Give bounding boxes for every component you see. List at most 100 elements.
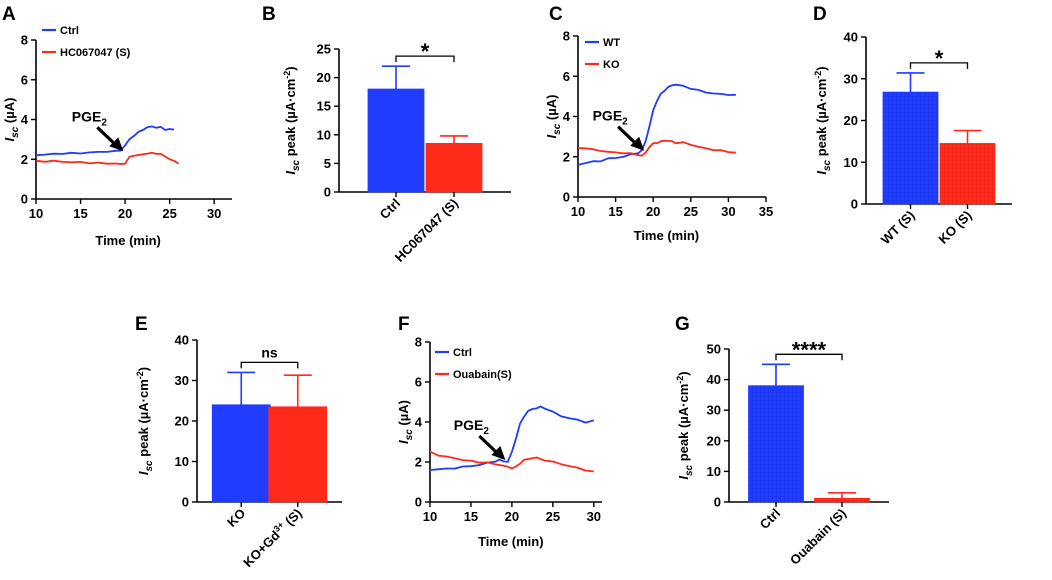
panel-a-y-tick-label: 4 (21, 112, 29, 127)
panel-c-y-tick-label: 2 (563, 149, 570, 164)
panel-b-y-tick-label: 0 (324, 185, 331, 200)
panel-g-y-tick-label: 30 (707, 403, 721, 418)
panel-b-bar-1 (425, 142, 483, 193)
panel-d-letter: D (813, 4, 827, 25)
panel-d-bar-1 (939, 143, 996, 205)
panel-g-y-tick-label: 50 (707, 342, 721, 357)
panel-e-significance-bracket (240, 361, 299, 369)
panel-c-y-tick-label: 0 (563, 190, 570, 205)
panel-f-legend-label: Ouabain(S) (453, 369, 512, 381)
panel-d-y-tick-label: 30 (844, 71, 858, 86)
panel-g-y-tick-label: 20 (707, 433, 721, 448)
panel-d-y-label: Isc peak (µA·cm-2) (813, 66, 833, 174)
panel-a-pge2-arrow-head (109, 137, 124, 152)
panel-b-category-label: Ctrl (377, 196, 403, 222)
panel-g-significance-label: **** (792, 337, 827, 362)
panel-f-x-tick-label: 25 (546, 509, 560, 524)
panel-b-y-tick-label: 10 (317, 127, 331, 142)
panel-e-y-tick-label: 20 (175, 414, 189, 429)
panel-f-series-ctrl (429, 405, 595, 471)
panel-a-series-hc067047-s- (35, 151, 180, 165)
panel-e-bar-0 (211, 404, 271, 503)
panel-b-bar-0 (367, 88, 425, 193)
panel-a-legend-label: Ctrl (60, 25, 79, 37)
panel-f-x-tick-label: 15 (464, 509, 478, 524)
panel-d-significance-bracket (909, 62, 969, 69)
panel-a-x-tick-label: 20 (118, 206, 132, 221)
panel-c-y-tick-label: 4 (563, 109, 571, 124)
panel-f-x-label: Time (min) (478, 534, 544, 549)
panel-c-legend-label: WT (603, 37, 620, 49)
panel-f-y-tick-label: 0 (415, 495, 422, 510)
panel-c-series-wt (577, 83, 736, 166)
panel-d-y-tick-label: 20 (844, 113, 858, 128)
panel-f-series-ouabain-s- (429, 450, 594, 473)
panel-e-letter: E (135, 314, 148, 335)
panel-b-y-tick-label: 25 (317, 42, 331, 57)
panel-e-bar-1 (268, 406, 328, 503)
panel-a-y-tick-label: 8 (21, 33, 28, 48)
panel-f-x-tick-label: 10 (423, 509, 437, 524)
panel-g-y-tick-label: 40 (707, 372, 721, 387)
panel-e-y-tick-label: 10 (175, 454, 189, 469)
panel-c-legend-label: KO (603, 59, 620, 71)
panel-f-x-tick-label: 20 (505, 509, 519, 524)
panel-b-significance-label: * (421, 39, 430, 64)
panel-c-x-tick-label: 15 (608, 204, 622, 219)
panel-f-y-tick-label: 6 (415, 375, 422, 390)
panel-d-significance-label: * (935, 46, 944, 71)
panel-e-significance-label: ns (261, 344, 278, 360)
panel-f-y-tick-label: 4 (415, 415, 423, 430)
panel-b-letter: B (262, 4, 276, 25)
panel-a-x-label: Time (min) (95, 233, 161, 248)
panel-f-y-tick-label: 2 (415, 455, 422, 470)
panel-c-y-tick-label: 8 (563, 29, 570, 44)
panel-f-y-label: Isc (µA) (396, 400, 415, 444)
panel-c-y-tick-label: 6 (563, 69, 570, 84)
panel-d-y-tick-label: 0 (851, 197, 858, 212)
panel-g-category-label: Ctrl (757, 506, 783, 532)
panel-d-y-tick-label: 40 (844, 30, 858, 45)
panel-g-bar-0 (748, 385, 804, 503)
panel-g-bar-1 (814, 497, 870, 503)
panel-a-x-tick-label: 10 (29, 206, 43, 221)
panel-g-y-tick-label: 0 (714, 495, 721, 510)
panel-g-significance-bracket (775, 353, 843, 361)
panel-a-letter: A (2, 4, 16, 25)
panel-a-y-tick-label: 0 (21, 192, 28, 207)
panel-f-legend-label: Ctrl (453, 347, 472, 359)
panel-c-x-tick-label: 20 (646, 204, 660, 219)
panel-a-series-ctrl (35, 125, 175, 157)
panel-d-category-label: KO (S) (935, 208, 974, 247)
panel-g-category-label: Ouabain (S) (787, 506, 849, 568)
panel-f-pge2-arrow-head (491, 446, 506, 460)
panel-e-y-tick-label: 40 (175, 333, 189, 348)
panel-e-category-label: KO (224, 506, 248, 530)
panel-c-letter: C (549, 4, 563, 25)
panel-c-x-label: Time (min) (634, 228, 700, 243)
panel-c-x-tick-label: 10 (571, 204, 585, 219)
panel-a-y-tick-label: 2 (21, 152, 28, 167)
panel-a-x-tick-label: 25 (162, 206, 176, 221)
panel-b-y-label: Isc peak (µA·cm-2) (282, 66, 302, 174)
panel-g-y-tick-label: 10 (707, 464, 721, 479)
panel-b-y-tick-label: 20 (317, 70, 331, 85)
panel-c-x-tick-label: 30 (721, 204, 735, 219)
panel-c-x-tick-label: 35 (759, 204, 773, 219)
panel-b-y-tick-label: 5 (324, 156, 331, 171)
panel-c-pge2-label: PGE2 (593, 108, 629, 128)
panel-e-y-tick-label: 30 (175, 373, 189, 388)
panel-f-pge2-label: PGE2 (454, 417, 490, 437)
panel-a-legend-label: HC067047 (S) (60, 47, 131, 59)
panel-f: F 10 15 20 25 30 0 2 4 6 8 Time (min) Isc (µA) Ctrl Ou… (396, 314, 602, 549)
panel-f-y-tick-label: 8 (415, 335, 422, 350)
panel-d-category-label: WT (S) (878, 208, 918, 248)
panel-c-pge2-arrow-head (630, 136, 645, 151)
panel-b-significance-bracket (395, 55, 455, 63)
panel-d: D 0 10 20 30 40 Isc peak (µA·cm-2) WT (S) KO (S)… (813, 4, 1012, 247)
panel-c-series-ko (577, 139, 736, 157)
panel-g-y-label: Isc peak (µA·cm-2) (675, 371, 695, 479)
panel-a-pge2-label: PGE2 (72, 108, 108, 128)
